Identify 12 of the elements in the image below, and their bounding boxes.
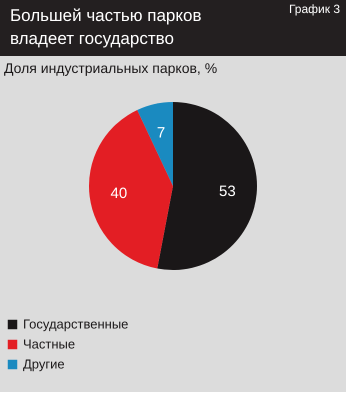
legend-label: Другие (23, 356, 65, 372)
legend-label: Частные (23, 336, 76, 352)
pie-slice (137, 102, 173, 186)
legend-label: Государственные (23, 316, 128, 332)
data-label: 40 (110, 184, 128, 202)
pie-slice (89, 110, 173, 269)
data-label: 53 (219, 183, 236, 200)
text: График 3 (288, 2, 340, 16)
data-label: 7 (156, 124, 166, 142)
chart-title: Большей частью парков владеет государство (10, 6, 202, 48)
pie-slice (157, 102, 257, 270)
chart-subtitle: Доля индустриальных парков, % (4, 60, 218, 76)
